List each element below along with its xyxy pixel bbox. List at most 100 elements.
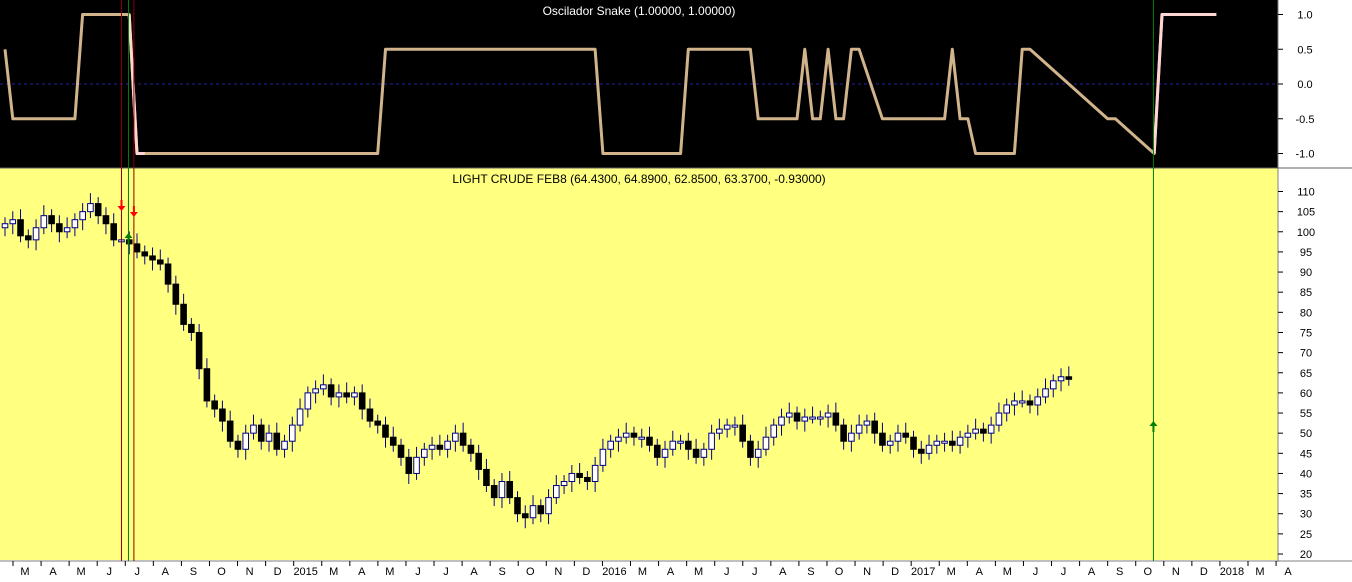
candle-up xyxy=(661,448,669,458)
x-tick-label: S xyxy=(498,566,505,577)
candle-down xyxy=(584,476,591,483)
candle-down xyxy=(56,223,63,233)
candle-down xyxy=(521,513,529,519)
candle-down xyxy=(219,408,226,422)
x-tick-label: 2016 xyxy=(602,566,626,577)
candle-up xyxy=(242,432,250,450)
candle-up xyxy=(296,408,304,426)
candle-up xyxy=(529,505,537,519)
candle-up xyxy=(568,472,576,483)
candle-up xyxy=(32,227,40,241)
price-y-tick-label: 75 xyxy=(1300,327,1312,339)
indicator-y-tick-label: -1.0 xyxy=(1296,149,1315,161)
candle-up xyxy=(677,440,684,444)
x-tick-label: N xyxy=(1172,566,1180,577)
snake-oscillator-line xyxy=(3,13,1217,155)
buy-arrow-icon xyxy=(124,233,133,244)
signal-layer xyxy=(117,0,1158,561)
candle-up xyxy=(607,440,614,450)
candle-down xyxy=(630,432,638,438)
x-tick-label: A xyxy=(49,566,57,577)
candle-down xyxy=(180,303,187,325)
x-tick-label: S xyxy=(1116,566,1123,577)
price-y-tick-label: 105 xyxy=(1297,207,1315,219)
sell-arrow-icon xyxy=(117,200,126,211)
x-tick-label: O xyxy=(835,566,844,577)
candle-down xyxy=(467,444,475,454)
candle-down xyxy=(157,259,164,265)
candle-up xyxy=(894,432,902,442)
candle-down xyxy=(506,481,514,499)
candle-down xyxy=(327,384,335,398)
candle-up xyxy=(1018,400,1026,404)
price-y-tick-label: 80 xyxy=(1300,307,1312,319)
x-tick-label: S xyxy=(807,566,814,577)
arrow-head xyxy=(124,233,133,238)
x-tick-label: M xyxy=(1003,566,1012,577)
price-y-tick-label: 95 xyxy=(1300,247,1312,259)
candle-up xyxy=(995,412,1003,426)
x-tick-label: A xyxy=(976,566,984,577)
x-tick-label: J xyxy=(415,566,421,577)
candle-down xyxy=(692,448,700,458)
candle-up xyxy=(987,424,995,434)
candle-up xyxy=(925,444,933,454)
x-tick-label: A xyxy=(779,566,787,577)
x-tick-label: 2017 xyxy=(911,566,935,577)
x-tick-label: O xyxy=(217,566,226,577)
indicator-y-tick-label: 0.5 xyxy=(1297,44,1312,56)
candle-up xyxy=(855,424,863,434)
x-tick-label: J xyxy=(135,566,141,577)
candle-up xyxy=(1,223,9,229)
price-y-tick-label: 30 xyxy=(1300,509,1312,521)
candle-up xyxy=(638,436,646,440)
candle-down xyxy=(902,432,910,438)
oscillator-highlight-sell xyxy=(127,14,145,155)
x-tick-label: S xyxy=(190,566,197,577)
x-tick-label: D xyxy=(891,566,899,577)
candle-down xyxy=(358,392,366,410)
x-tick-label: A xyxy=(1088,566,1096,577)
candle-down xyxy=(653,444,661,458)
price-y-tick-label: 90 xyxy=(1300,267,1312,279)
candle-up xyxy=(1011,400,1018,406)
x-tick-label: M xyxy=(694,566,703,577)
indicator-title: Oscilador Snake (1.00000, 1.00000) xyxy=(543,4,736,18)
candle-up xyxy=(615,436,622,442)
candle-up xyxy=(731,424,739,428)
x-tick-label: M xyxy=(77,566,86,577)
candle-down xyxy=(832,412,840,426)
candle-up xyxy=(281,440,288,450)
candle-up xyxy=(669,440,677,450)
candle-up xyxy=(956,436,964,446)
candle-up xyxy=(762,436,770,450)
candle-up xyxy=(770,424,778,438)
price-y-tick-label: 25 xyxy=(1300,529,1312,541)
candle-up xyxy=(700,448,708,458)
indicator-layer xyxy=(0,13,1278,155)
x-tick-label: M xyxy=(20,566,29,577)
candle-up xyxy=(848,432,855,442)
candle-down xyxy=(110,223,118,241)
candle-up xyxy=(723,424,731,430)
candle-down xyxy=(48,215,55,225)
price-layer xyxy=(1,193,1073,529)
candle-down xyxy=(172,283,180,305)
price-y-tick-label: 65 xyxy=(1300,368,1312,380)
candle-down xyxy=(1026,400,1034,406)
candle-down xyxy=(211,400,218,410)
price-y-tick-label: 50 xyxy=(1300,428,1312,440)
candle-down xyxy=(149,255,156,261)
candle-up xyxy=(335,392,343,398)
candle-down xyxy=(646,436,653,446)
candle-down xyxy=(576,472,583,478)
x-tick-label: M xyxy=(385,566,394,577)
candle-up xyxy=(941,440,948,444)
candle-up xyxy=(1003,404,1010,414)
candle-down xyxy=(483,468,490,487)
candle-down xyxy=(226,420,234,442)
candle-down xyxy=(871,420,878,434)
x-tick-label: 2018 xyxy=(1220,566,1244,577)
candle-down xyxy=(475,452,482,470)
candle-up xyxy=(320,384,327,390)
